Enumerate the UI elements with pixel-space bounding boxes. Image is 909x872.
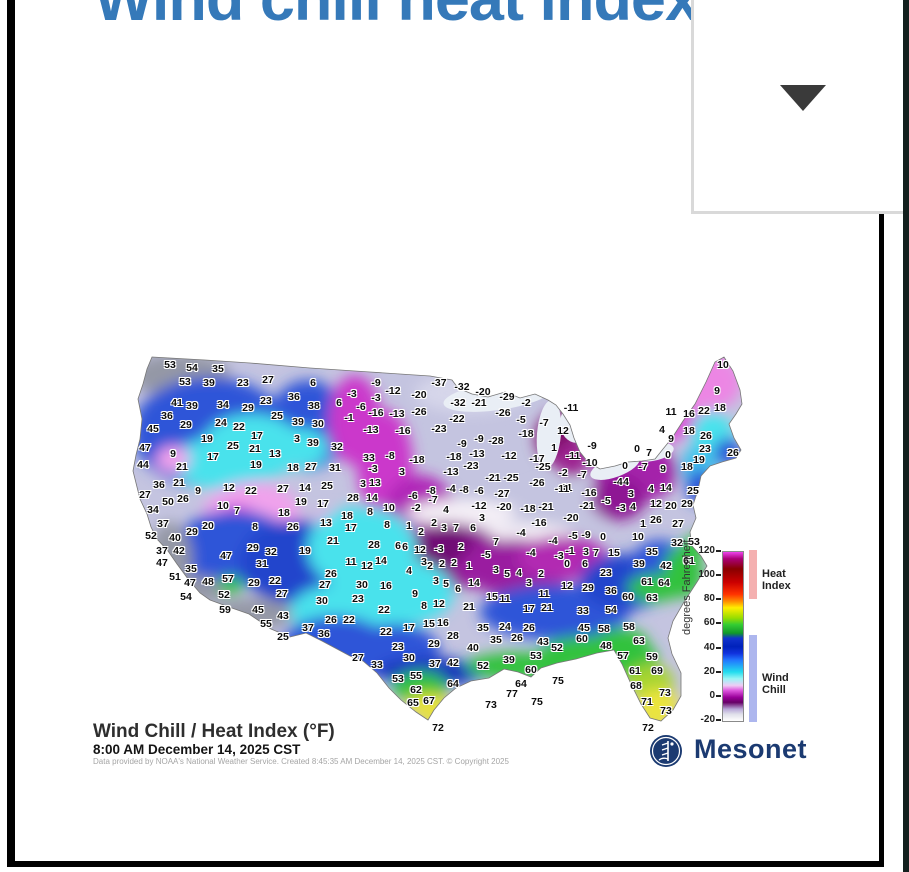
legend-tick-label: 100 xyxy=(698,569,715,581)
legend-tick-mark xyxy=(716,550,721,552)
map-credit: Data provided by NOAA's National Weather… xyxy=(93,757,509,766)
legend-tick-mark xyxy=(716,598,721,601)
map-select-dropdown[interactable] xyxy=(691,0,909,214)
legend-axis-label: degrees Fahrenheit xyxy=(681,539,693,635)
legend-tick-mark xyxy=(716,574,721,577)
legend-tick-label: 0 xyxy=(709,689,715,701)
window-edge xyxy=(903,0,909,872)
map-title: Wind Chill / Heat Index (°F) xyxy=(93,721,335,742)
legend-tick-label: 20 xyxy=(703,665,715,677)
page-title: Wind chill heat index xyxy=(94,0,700,35)
legend-colorbar xyxy=(722,551,744,722)
mesonet-wordmark: Mesonet xyxy=(694,734,808,764)
map-timestamp: 8:00 AM December 14, 2025 CST xyxy=(93,742,301,757)
heat-index-label: Heat Index xyxy=(762,568,791,592)
legend-tick-mark xyxy=(716,646,721,649)
legend-tick-label: 80 xyxy=(703,593,715,605)
legend-tick-mark xyxy=(716,719,721,721)
chevron-down-icon xyxy=(780,85,826,111)
legend-tick-mark xyxy=(716,622,721,625)
legend-tick-mark xyxy=(716,694,721,697)
windchill-field xyxy=(133,357,742,721)
heat-index-band xyxy=(749,550,757,599)
frame-border-left xyxy=(7,0,15,861)
wind-chill-band xyxy=(749,635,757,722)
frame-border-bottom xyxy=(7,861,884,867)
legend-tick-label: 60 xyxy=(703,617,715,629)
legend-tick-mark xyxy=(716,670,721,673)
mesonet-logo-icon xyxy=(650,735,682,767)
legend-tick-label: 120 xyxy=(698,545,715,556)
wind-chill-label: Wind Chill xyxy=(762,672,789,696)
frame-border-right xyxy=(879,0,884,861)
legend-tick-label: 40 xyxy=(703,641,715,653)
legend-tick-label: -20 xyxy=(700,714,715,725)
